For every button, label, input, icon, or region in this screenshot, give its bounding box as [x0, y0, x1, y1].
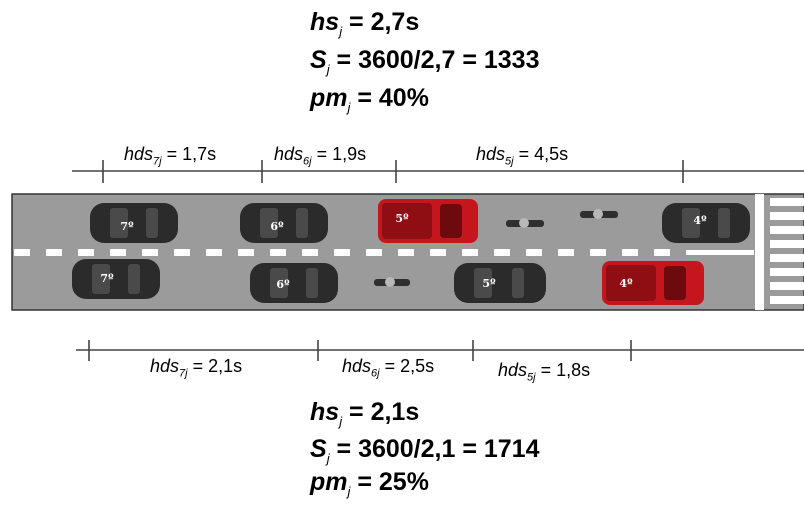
bottom-truck-4-label: 4º — [619, 277, 633, 290]
bottom-hs-symbol: hs — [310, 398, 340, 426]
top-s-subscript: j — [326, 62, 330, 77]
top-s-symbol: S — [310, 46, 327, 74]
top-headway-5-value: = 4,5s — [513, 144, 569, 164]
top-pm-value: = 40% — [350, 84, 429, 112]
top-headway-6-subscript: 6j — [303, 155, 312, 168]
top-headway-6-symbol: hds — [274, 144, 304, 164]
bottom-s-symbol: S — [310, 435, 327, 463]
bottom-headway-6: hds6j = 2,5s — [342, 356, 434, 380]
bottom-headway-6-subscript: 6j — [371, 367, 380, 380]
bottom-saturation-formula: Sj = 3600/2,1 = 1714 — [310, 433, 540, 475]
top-car-4-label: 4º — [693, 214, 707, 227]
top-headway-5: hds5j = 4,5s — [476, 144, 568, 168]
bottom-car-7-label: 7º — [100, 272, 114, 285]
crosswalk — [770, 198, 804, 304]
top-car-6: 6º — [240, 203, 328, 243]
top-car-7-label: 7º — [120, 220, 134, 233]
motorcycle-icon — [506, 218, 544, 228]
bottom-car-7: 7º — [72, 259, 160, 299]
top-car-4: 4º — [662, 203, 750, 243]
top-hs-value: = 2,7s — [342, 8, 420, 36]
bottom-hs-formula: hsj = 2,1s — [310, 396, 419, 438]
bottom-pm-subscript: j — [347, 484, 351, 499]
bottom-hs-value: = 2,1s — [342, 398, 420, 426]
motorcycle-icon — [580, 209, 618, 219]
top-headway-6-value: = 1,9s — [311, 144, 367, 164]
bottom-headway-5-value: = 1,8s — [535, 360, 591, 380]
top-headway-5-subscript: 5j — [505, 155, 514, 168]
bottom-dimension-line — [76, 340, 804, 361]
bottom-car-5: 5º — [454, 263, 546, 303]
bottom-headway-6-symbol: hds — [342, 356, 372, 376]
bottom-pm-symbol: pm — [310, 468, 348, 496]
bottom-headway-5: hds5j = 1,8s — [498, 360, 590, 384]
top-hs-formula: hsj = 2,7s — [310, 6, 419, 48]
bottom-car-6-label: 6º — [276, 278, 290, 291]
top-headway-7-symbol: hds — [124, 144, 154, 164]
bottom-s-value: = 3600/2,1 = 1714 — [329, 435, 540, 463]
top-saturation-formula: Sj = 3600/2,7 = 1333 — [310, 44, 540, 86]
lane-divider — [14, 249, 754, 256]
top-truck-5-label: 5º — [395, 212, 409, 225]
bottom-headway-7: hds7j = 2,1s — [150, 356, 242, 380]
top-hs-symbol: hs — [310, 8, 340, 36]
bottom-s-subscript: j — [326, 451, 330, 466]
bottom-truck-4: 4º — [602, 261, 704, 305]
bottom-car-5-label: 5º — [482, 277, 496, 290]
top-headway-7: hds7j = 1,7s — [124, 144, 216, 168]
bottom-car-6: 6º — [250, 263, 338, 303]
top-pm-subscript: j — [347, 100, 351, 115]
top-hs-subscript: j — [339, 24, 343, 39]
bottom-headway-7-subscript: 7j — [179, 367, 188, 380]
top-car-7: 7º — [90, 203, 178, 243]
bottom-headway-6-value: = 2,5s — [379, 356, 435, 376]
top-headway-7-subscript: 7j — [153, 155, 162, 168]
bottom-hs-subscript: j — [339, 414, 343, 429]
top-headway-6: hds6j = 1,9s — [274, 144, 366, 168]
bottom-headway-7-value: = 2,1s — [187, 356, 243, 376]
bottom-headway-5-symbol: hds — [498, 360, 528, 380]
stop-line — [755, 194, 764, 310]
top-s-value: = 3600/2,7 = 1333 — [329, 46, 540, 74]
bottom-headway-5-subscript: 5j — [527, 371, 536, 384]
top-pm-formula: pmj = 40% — [310, 82, 429, 124]
bottom-pm-value: = 25% — [350, 468, 429, 496]
top-headway-5-symbol: hds — [476, 144, 506, 164]
top-car-6-label: 6º — [270, 220, 284, 233]
bottom-pm-formula: pmj = 25% — [310, 466, 429, 508]
top-headway-7-value: = 1,7s — [161, 144, 217, 164]
top-truck-5: 5º — [378, 199, 478, 243]
motorcycle-icon — [374, 277, 410, 287]
top-dimension-line — [72, 160, 804, 183]
top-pm-symbol: pm — [310, 84, 348, 112]
bottom-headway-7-symbol: hds — [150, 356, 180, 376]
